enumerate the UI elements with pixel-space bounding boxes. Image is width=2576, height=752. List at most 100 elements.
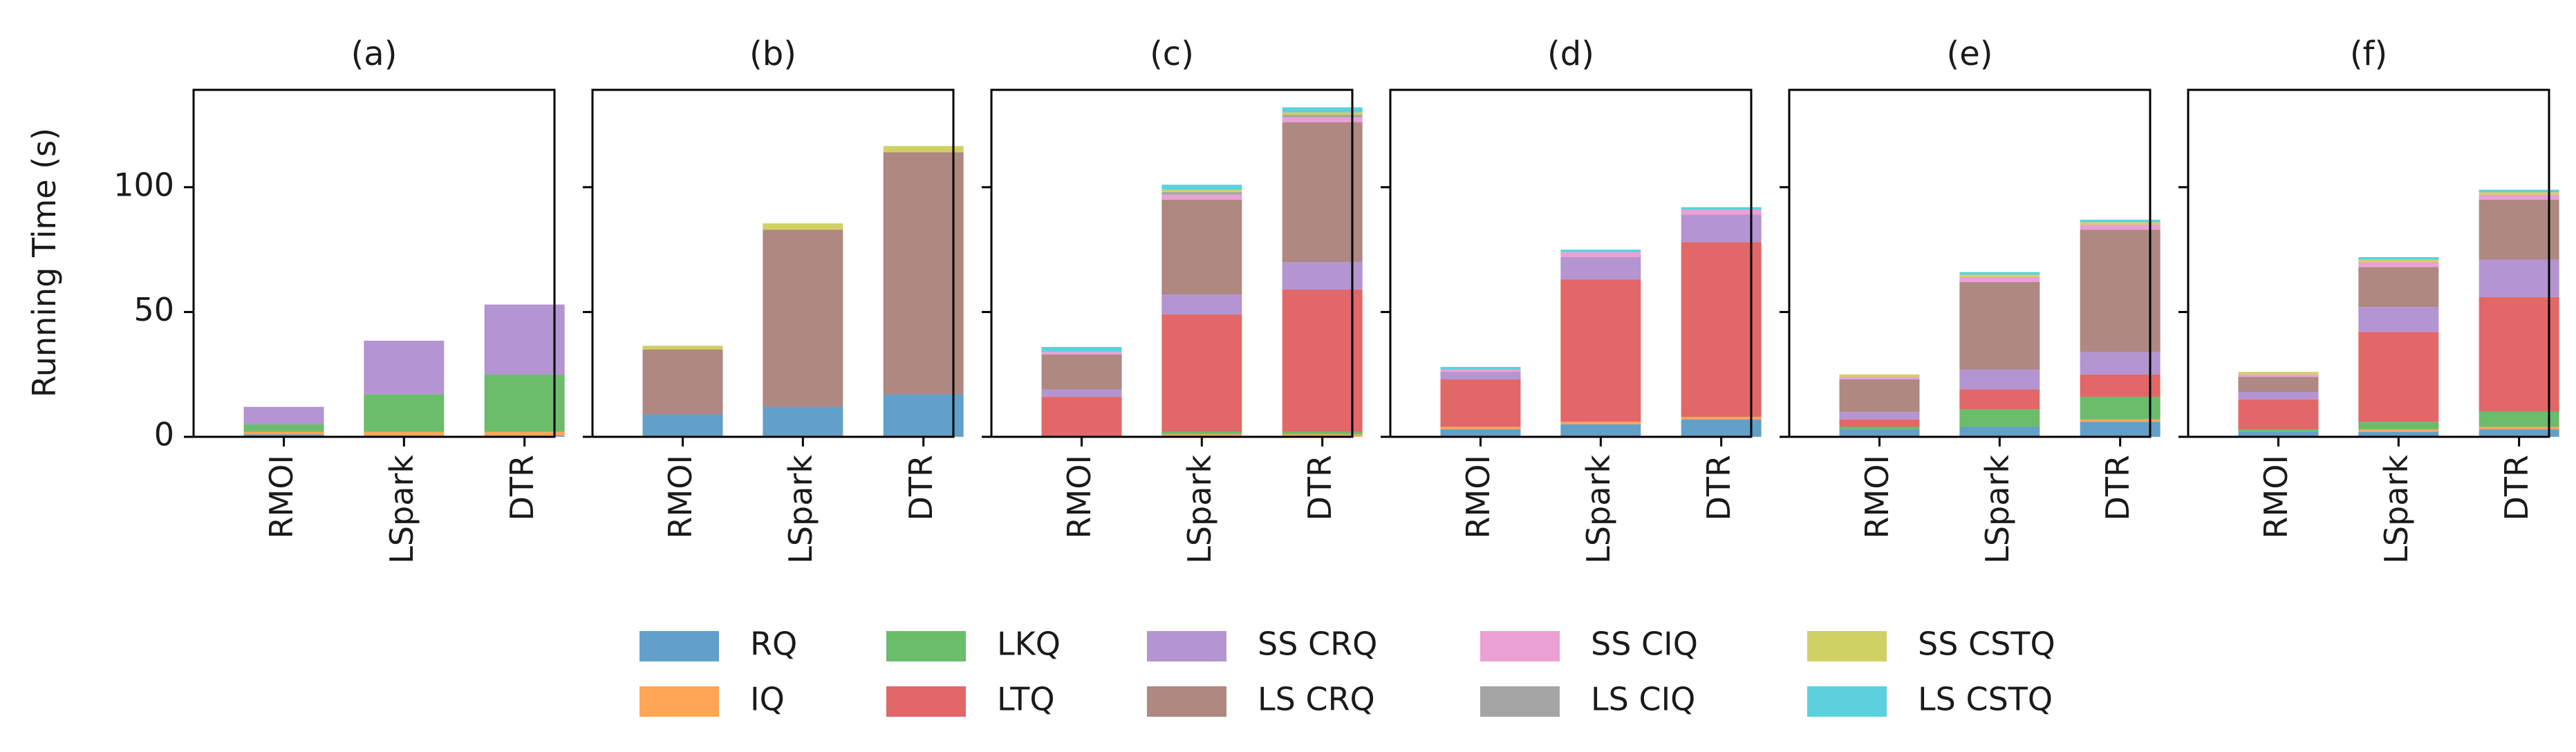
x-tick-label-dtr: DTR (2498, 455, 2535, 520)
panel-title: (a) (351, 35, 398, 73)
bar-segment-rq-dtr (1681, 419, 1762, 437)
bar-segment-ss-cstq-dtr (1282, 112, 1363, 115)
bar-segment-ss-crq-rmoi (1440, 372, 1521, 379)
bar-segment-rq-rmoi (642, 414, 723, 437)
x-tick-label-rmoi: RMOI (1459, 455, 1497, 538)
bar-segment-ls-crq-lspark (1161, 199, 1242, 295)
bar-segment-lkq-lspark (1161, 431, 1242, 435)
legend-item-ltq: LTQ (886, 681, 1055, 718)
bar-segment-ltq-lspark (1560, 279, 1641, 422)
bar-segment-ls-cstq-dtr (2479, 189, 2559, 193)
legend-label: LS CSTQ (1918, 681, 2053, 718)
bar-segment-ss-ciq-lspark (2358, 262, 2439, 267)
bar-segment-ss-ciq-lspark (1560, 252, 1641, 257)
panel-title: (e) (1947, 35, 1993, 73)
bar-segment-ltq-lspark (2358, 332, 2439, 422)
panel-frame (1788, 88, 2152, 438)
legend-item-ss-crq: SS CRQ (1147, 626, 1377, 663)
bar-segment-rq-rmoi (1839, 429, 1920, 437)
bar-segment-iq-dtr (1282, 434, 1363, 437)
bar-segment-ss-cstq-lspark (1161, 189, 1242, 193)
x-tick-label-dtr: DTR (503, 455, 541, 520)
panel-frame (2187, 88, 2550, 438)
bar-segment-lkq-lspark (364, 394, 445, 432)
legend-label: LS CIQ (1591, 681, 1695, 718)
bar-segment-ls-cstq-lspark (1161, 185, 1242, 190)
x-tick-label-lspark: LSpark (782, 455, 819, 564)
y-tick-label-50: 50 (133, 291, 174, 328)
panel-frame (591, 88, 955, 438)
bar-segment-lkq-dtr (484, 374, 565, 432)
x-tick-label-lspark: LSpark (383, 455, 420, 564)
legend-item-iq: IQ (640, 681, 785, 718)
bar-segment-ss-ciq-rmoi (1440, 369, 1521, 373)
legend-item-ls-cstq: LS CSTQ (1807, 681, 2053, 718)
bar-segment-rq-dtr (2479, 429, 2559, 437)
bar-segment-ls-cstq-lspark (1959, 272, 2040, 275)
bar-segment-iq-rmoi (243, 431, 324, 435)
legend-swatch (640, 686, 719, 717)
x-tick-label-rmoi: RMOI (662, 455, 699, 538)
bar-segment-rq-dtr (2080, 422, 2160, 437)
bar-segment-ltq-dtr (1282, 289, 1363, 432)
bar-segment-ss-crq-lspark (1959, 369, 2040, 390)
y-axis-label: Running Time (s) (26, 128, 63, 397)
legend-label: SS CRQ (1258, 626, 1377, 663)
bar-segment-ls-ciq-dtr (1282, 115, 1363, 118)
bar-segment-ss-cstq-rmoi (2238, 372, 2319, 375)
panel-frame (192, 88, 556, 438)
panel-title: (b) (749, 35, 796, 73)
bar-segment-ltq-rmoi (2238, 399, 2319, 430)
bar-segment-iq-lspark (364, 431, 445, 436)
bar-segment-ss-crq-lspark (364, 340, 445, 395)
bar-segment-ss-crq-dtr (1282, 262, 1363, 290)
y-tick-label-0: 0 (154, 416, 174, 453)
legend-item-ls-crq: LS CRQ (1147, 681, 1375, 718)
bar-segment-rq-rmoi (2238, 431, 2319, 437)
bar-segment-rq-lspark (1959, 426, 2040, 437)
legend-label: IQ (750, 681, 785, 718)
bar-segment-ls-cstq-dtr (1282, 107, 1363, 113)
bar-segment-ltq-dtr (2479, 297, 2559, 412)
bar-segment-ls-crq-lspark (2358, 267, 2439, 308)
bar-segment-ss-cstq-rmoi (642, 346, 723, 350)
legend-label: LTQ (997, 681, 1055, 718)
bar-segment-lkq-rmoi (1839, 426, 1920, 430)
bar-segment-iq-dtr (2080, 419, 2160, 422)
bar-segment-ss-ciq-lspark (1959, 276, 2040, 283)
bar-segment-ss-crq-dtr (1681, 214, 1762, 243)
bar-segment-ltq-rmoi (1839, 419, 1920, 427)
legend-swatch (1807, 631, 1887, 661)
panel-b: (b) RMOI LSpark DTR (583, 35, 964, 564)
bar-segment-ss-ciq-dtr (1282, 117, 1363, 122)
bar-segment-iq-dtr (484, 431, 565, 436)
x-tick-label-dtr: DTR (2099, 455, 2136, 520)
bar-segment-iq-lspark (1560, 422, 1641, 424)
bar-segment-ls-crq-rmoi (642, 349, 723, 415)
x-tick-label-lspark: LSpark (1181, 455, 1218, 564)
bar-segment-lkq-dtr (2479, 411, 2559, 427)
x-tick-label-lspark: LSpark (1580, 455, 1617, 564)
bar-segment-ss-crq-lspark (1161, 294, 1242, 315)
bar-segment-lkq-dtr (2080, 397, 2160, 420)
x-tick-label-dtr: DTR (902, 455, 940, 520)
bar-segment-ltq-rmoi (1041, 397, 1122, 437)
bar-segment-lkq-lspark (1959, 409, 2040, 427)
panel-e: (e) RMOI LSpark DTR (1780, 35, 2160, 564)
bar-segment-ls-cstq-dtr (2080, 219, 2160, 223)
panel-title: (d) (1547, 35, 1594, 73)
bar-segment-ls-cstq-lspark (1560, 250, 1641, 252)
bar-segment-ltq-lspark (1959, 389, 2040, 410)
bar-segment-ls-cstq-rmoi (1440, 366, 1521, 370)
bar-segment-ss-cstq-lspark (1959, 274, 2040, 277)
legend: RQ IQ LKQ LTQ SS CRQ LS CRQ SS CIQ LS CIQ SS CST… (640, 626, 2055, 718)
x-tick-label-lspark: LSpark (1979, 455, 2016, 564)
bar-segment-ls-crq-dtr (883, 152, 964, 395)
bar-segment-ss-crq-dtr (484, 304, 565, 375)
panel-a: (a) RMOI LSpark DTR 0 50 100 (113, 35, 565, 564)
bar-segment-ls-crq-lspark (1959, 282, 2040, 370)
legend-swatch (1147, 631, 1226, 661)
bar-segment-ss-crq-rmoi (1839, 411, 1920, 420)
